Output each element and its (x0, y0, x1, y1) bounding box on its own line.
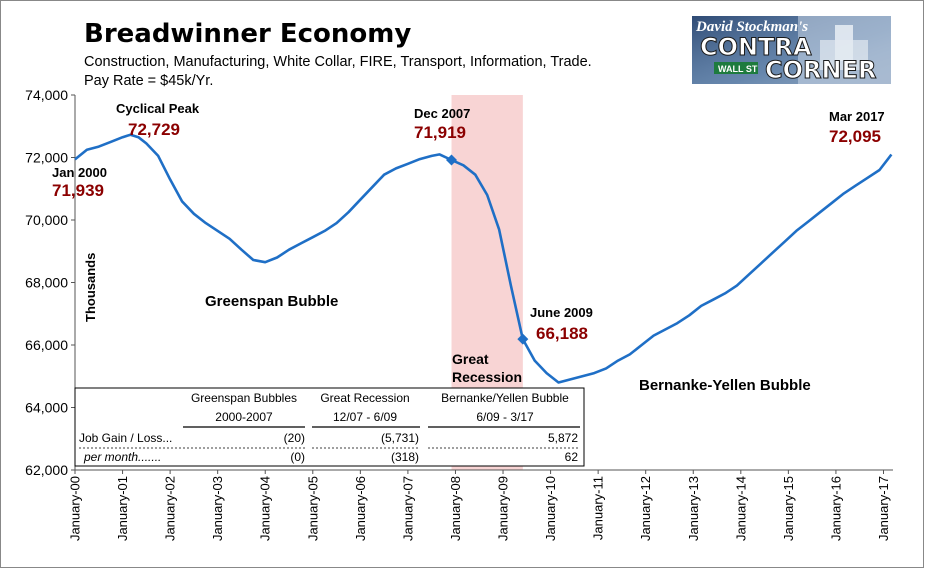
x-tick-label: January-01 (115, 476, 130, 541)
x-tick-label: January-16 (828, 476, 843, 541)
x-tick-label: January-10 (543, 476, 558, 541)
shade-label-line1: Great (452, 351, 489, 367)
table-header-2-period: 12/07 - 6/09 (333, 410, 397, 424)
x-tick-label: January-00 (68, 476, 83, 541)
table-header-1-name: Greenspan Bubbles (191, 391, 297, 405)
table-row-1-val-3: 5,872 (548, 431, 578, 445)
y-tick-label: 74,000 (25, 87, 68, 103)
x-tick-label: January-02 (163, 476, 178, 541)
series-line-breadwinner-jobs (74, 133, 893, 384)
table-header-1-period: 2000-2007 (215, 410, 273, 424)
chart-subtitle-line2: Pay Rate = $45k/Yr. (84, 73, 213, 89)
y-tick-label: 64,000 (25, 400, 68, 416)
x-tick-label: January-08 (448, 476, 463, 541)
annotation-dec2007-label: Dec 2007 (414, 106, 470, 121)
x-tick-label: January-15 (781, 476, 796, 541)
table-row-1-val-1: (20) (284, 431, 305, 445)
y-tick-label: 62,000 (25, 462, 68, 478)
annotation-mar2017-label: Mar 2017 (829, 109, 885, 124)
y-axis-label: Thousands (83, 253, 98, 322)
x-tick-label: January-09 (496, 476, 511, 541)
logo-word-corner: CORNER (765, 56, 876, 84)
x-tick-label: January-17 (876, 476, 891, 541)
annotation-peak-value: 72,729 (128, 120, 180, 139)
annotation-june2009-value: 66,188 (536, 324, 588, 343)
x-tick-label: January-04 (258, 476, 273, 541)
x-tick-label: January-11 (591, 476, 606, 540)
x-tick-label: January-05 (305, 476, 320, 541)
x-tick-label: January-03 (210, 476, 225, 541)
annotation-mar2017-value: 72,095 (829, 127, 881, 146)
chart-subtitle-line1: Construction, Manufacturing, White Colla… (84, 54, 592, 70)
annotation-peak-label: Cyclical Peak (116, 101, 200, 116)
region-label-bernanke-yellen: Bernanke-Yellen Bubble (639, 377, 811, 394)
region-label-greenspan: Greenspan Bubble (205, 293, 338, 310)
table-header-3-name: Bernanke/Yellen Bubble (441, 391, 569, 405)
table-row-1-label: Job Gain / Loss... (79, 431, 172, 445)
table-row-2-val-2: (318) (391, 450, 419, 464)
shade-label-line2: Recession (452, 369, 522, 385)
contra-corner-logo: WALL ST David Stockman's CONTRA CORNER (692, 16, 891, 85)
logo-word-contra: CONTRA (700, 33, 812, 61)
y-tick-label: 66,000 (25, 337, 68, 353)
annotation-dec2007-value: 71,919 (414, 123, 466, 142)
chart-title: Breadwinner Economy (84, 19, 411, 49)
summary-table: Greenspan Bubbles 2000-2007 Great Recess… (74, 387, 585, 467)
logo-sign: WALL ST (718, 64, 758, 74)
data-marker-diamond (446, 154, 458, 166)
table-row-2-val-3: 62 (565, 450, 579, 464)
y-tick-label: 72,000 (25, 150, 68, 166)
table-row-2-val-1: (0) (290, 450, 305, 464)
x-tick-label: January-13 (686, 476, 701, 541)
x-tick-label: January-06 (353, 476, 368, 541)
annotation-jan2000-value: 71,939 (52, 181, 104, 200)
data-marker-diamond (517, 333, 529, 345)
x-tick-label: January-14 (733, 476, 748, 541)
y-tick-label: 68,000 (25, 275, 68, 291)
table-row-2-label: per month....... (83, 450, 161, 464)
table-row-1-val-2: (5,731) (381, 431, 419, 445)
annotation-jan2000-label: Jan 2000 (52, 165, 107, 180)
table-header-2-name: Great Recession (320, 391, 409, 405)
x-tick-label: January-12 (638, 476, 653, 541)
logo-top-text: David Stockman's (695, 19, 808, 35)
x-tick-label: January-07 (400, 476, 415, 541)
y-tick-label: 70,000 (25, 212, 68, 228)
table-header-3-period: 6/09 - 3/17 (476, 410, 534, 424)
annotation-june2009-label: June 2009 (530, 305, 593, 320)
